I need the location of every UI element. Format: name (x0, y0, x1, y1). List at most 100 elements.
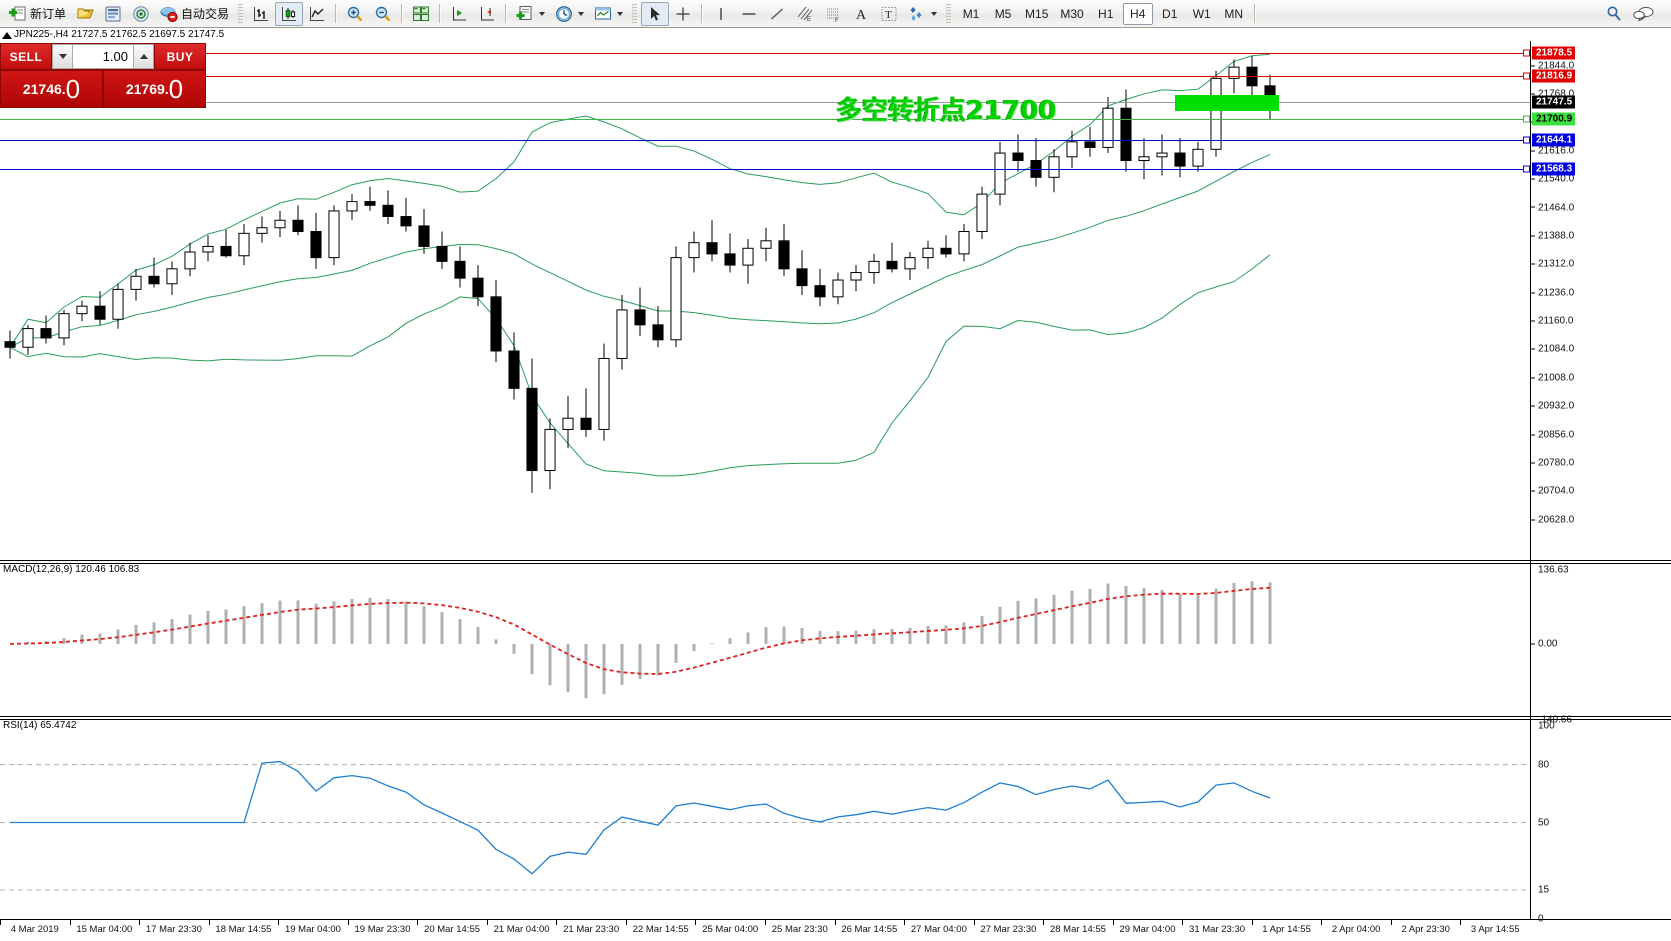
rsi-axis-tick: 100 (1538, 720, 1555, 732)
zoom-in-icon (346, 5, 364, 23)
toolbar-separator-1 (335, 4, 338, 23)
sell-price-display[interactable]: 21746. 0 (0, 70, 103, 108)
price-chart-pane[interactable] (0, 41, 1530, 534)
fibonacci-button[interactable]: F (819, 2, 847, 26)
folder-button[interactable] (71, 2, 99, 26)
autotrading-button[interactable]: 自动交易 (155, 2, 234, 26)
volume-stepper[interactable]: 1.00 (52, 43, 154, 70)
time-axis-tick: 21 Mar 04:00 (493, 924, 550, 935)
time-axis-tick: 2 Apr 04:00 (1331, 924, 1381, 935)
time-axis[interactable]: 4 Mar 2019 15 Mar 04:00 17 Mar 23:30 18 Mar… (0, 919, 1671, 941)
chart-header: JPN225-,H4 21727.5 21762.5 21697.5 21747… (0, 29, 1671, 41)
time-axis-separator (625, 920, 627, 925)
time-axis-tick: 19 Mar 04:00 (284, 924, 341, 935)
bar-chart-button[interactable] (247, 2, 275, 26)
timeframe-m15[interactable]: M15 (1025, 6, 1049, 21)
time-axis-tick: 22 Mar 14:55 (632, 924, 689, 935)
level-line-21747.5[interactable] (0, 101, 1530, 103)
rsi-pane[interactable] (0, 726, 1530, 919)
horizontal-line-button[interactable] (735, 2, 763, 26)
sell-button[interactable]: SELL (0, 43, 52, 70)
level-line-21644.1[interactable] (0, 140, 1530, 142)
trendline-icon (768, 5, 786, 23)
level-line-handle[interactable] (1523, 136, 1530, 144)
candlestick (580, 388, 592, 437)
timeframe-mn[interactable]: MN (1224, 6, 1244, 21)
timeframe-d1[interactable]: D1 (1162, 6, 1178, 21)
auto-scroll-button[interactable] (445, 2, 473, 26)
period-dropdown-caret[interactable] (578, 11, 585, 16)
chart-shift-button[interactable] (473, 2, 501, 26)
level-line-21878.5[interactable] (0, 52, 1530, 54)
navigator-button[interactable] (127, 2, 155, 26)
toolbar-grip-2[interactable] (632, 3, 638, 24)
zoom-out-button[interactable] (369, 2, 397, 26)
equidistant-channel-button[interactable]: E (791, 2, 819, 26)
indicators-dropdown-caret[interactable] (539, 11, 546, 16)
timeframe-m1[interactable]: M1 (962, 6, 980, 21)
period-button[interactable] (550, 2, 589, 26)
toolbar-grip-1[interactable] (238, 3, 244, 24)
level-line-21700.9[interactable] (0, 119, 1530, 121)
text-button[interactable]: A (847, 2, 875, 26)
volume-decrease-button[interactable] (52, 44, 73, 69)
folder-icon (76, 5, 94, 23)
time-axis-tick: 20 Mar 14:55 (424, 924, 481, 935)
autotrading-label: 自动交易 (181, 7, 230, 21)
new-order-button[interactable]: 新订单 (4, 2, 71, 26)
time-axis-tick: 27 Mar 23:30 (980, 924, 1037, 935)
green-highlight-rectangle[interactable] (1175, 95, 1279, 111)
candlestick (850, 265, 862, 292)
crosshair-button[interactable] (669, 2, 697, 26)
toolbar-separator-5 (701, 4, 704, 23)
price-axis-tick: 21084.0 (1531, 344, 1574, 355)
level-line-handle[interactable] (1523, 115, 1530, 123)
text-label-button[interactable]: T (875, 2, 903, 26)
one-click-trading-panel[interactable]: SELL 1.00 BUY 21746. 0 21769. 0 (0, 43, 206, 108)
trendline-button[interactable] (763, 2, 791, 26)
volume-input[interactable]: 1.00 (73, 44, 133, 69)
timeframe-h1[interactable]: H1 (1098, 6, 1114, 21)
macd-pane[interactable] (0, 570, 1530, 720)
toolbar-right-group (1605, 5, 1667, 23)
buy-button[interactable]: BUY (154, 43, 206, 70)
volume-increase-button[interactable] (133, 44, 154, 69)
shapes-button[interactable] (903, 2, 942, 26)
indicators-button[interactable] (511, 2, 550, 26)
time-axis-tick: 1 Apr 14:55 (1262, 924, 1311, 935)
zoom-in-button[interactable] (341, 2, 369, 26)
chat-icon[interactable] (1633, 5, 1654, 23)
price-axis-tick: 21616.0 (1531, 145, 1574, 156)
level-line-21816.9[interactable] (0, 75, 1530, 77)
macd-indicator-label: MACD(12,26,9) 120.46 106.83 (3, 564, 143, 575)
timeframe-m30[interactable]: M30 (1060, 6, 1084, 21)
line-chart-button[interactable] (303, 2, 331, 26)
time-axis-tick: 17 Mar 23:30 (145, 924, 202, 935)
level-line-handle[interactable] (1523, 72, 1530, 80)
tile-windows-button[interactable] (407, 2, 435, 26)
level-line-handle[interactable] (1523, 165, 1530, 173)
sell-price-decimal: 0 (65, 74, 81, 104)
vertical-line-button[interactable] (707, 2, 735, 26)
turning-point-annotation[interactable]: 多空转折点21700 (836, 96, 1057, 126)
level-line-21568.3[interactable] (0, 168, 1530, 170)
timeframe-w1[interactable]: W1 (1192, 6, 1211, 21)
search-icon[interactable] (1605, 5, 1623, 23)
candlestick-chart-button[interactable] (275, 1, 304, 26)
shapes-dropdown-caret[interactable] (931, 11, 938, 16)
templates-button[interactable] (589, 2, 628, 26)
cursor-button[interactable] (641, 1, 670, 26)
timeframe-h4[interactable]: H4 (1122, 2, 1153, 25)
trade-panel-top-row: SELL 1.00 BUY (0, 43, 206, 70)
candlestick (562, 395, 574, 449)
timeframe-m5[interactable]: M5 (994, 6, 1012, 21)
templates-dropdown-caret[interactable] (617, 11, 624, 16)
toolbar-grip-3[interactable] (946, 3, 952, 24)
chevron-down-icon (58, 54, 67, 59)
candlestick (256, 216, 268, 243)
candlestick (490, 280, 502, 363)
price-axis[interactable]: 21844.021768.021692.021616.021540.021464… (1530, 41, 1671, 925)
buy-price-display[interactable]: 21769. 0 (103, 70, 206, 108)
level-line-handle[interactable] (1523, 49, 1530, 57)
expert-advisors-button[interactable] (99, 2, 127, 26)
